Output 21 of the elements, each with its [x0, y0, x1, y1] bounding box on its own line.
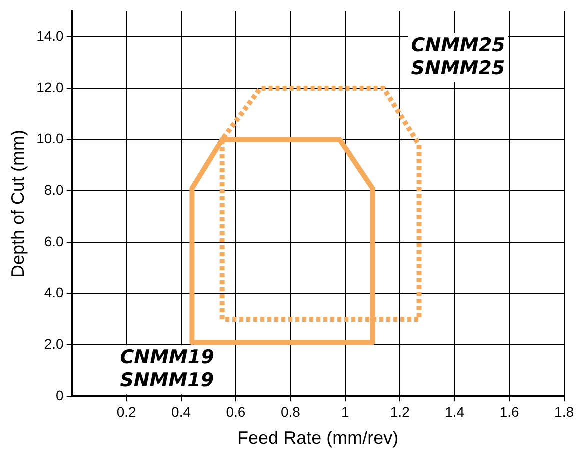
y-tick-label: 2.0 — [44, 336, 64, 352]
x-tick-label: 0.4 — [172, 404, 192, 420]
x-tick-label: 1.2 — [390, 404, 410, 420]
series-label: CNMM25 SNMM25 — [411, 34, 506, 80]
y-tick-label: 0 — [56, 387, 64, 404]
y-tick-label: 12.0 — [36, 79, 64, 96]
x-axis-title: Feed Rate (mm/rev) — [238, 428, 399, 448]
y-tick-label: 14.0 — [36, 28, 64, 44]
x-tick-label: 1 — [342, 404, 350, 420]
x-tick-label: 1.6 — [500, 404, 520, 420]
x-tick-label: 1.8 — [554, 404, 574, 420]
series-label: CNMM19 SNMM19 — [120, 346, 214, 392]
y-tick-label: 8.0 — [44, 182, 64, 198]
y-tick-label: 6.0 — [44, 233, 64, 250]
y-tick-label: 10.0 — [36, 130, 64, 147]
y-axis-title: Depth of Cut (mm) — [8, 130, 28, 278]
x-tick-label: 0.6 — [226, 404, 246, 420]
x-tick-label: 0.2 — [116, 404, 137, 420]
x-tick-label: 1.4 — [445, 404, 465, 420]
x-tick-label: 0.8 — [280, 404, 301, 420]
y-tick-label: 4.0 — [44, 284, 64, 301]
